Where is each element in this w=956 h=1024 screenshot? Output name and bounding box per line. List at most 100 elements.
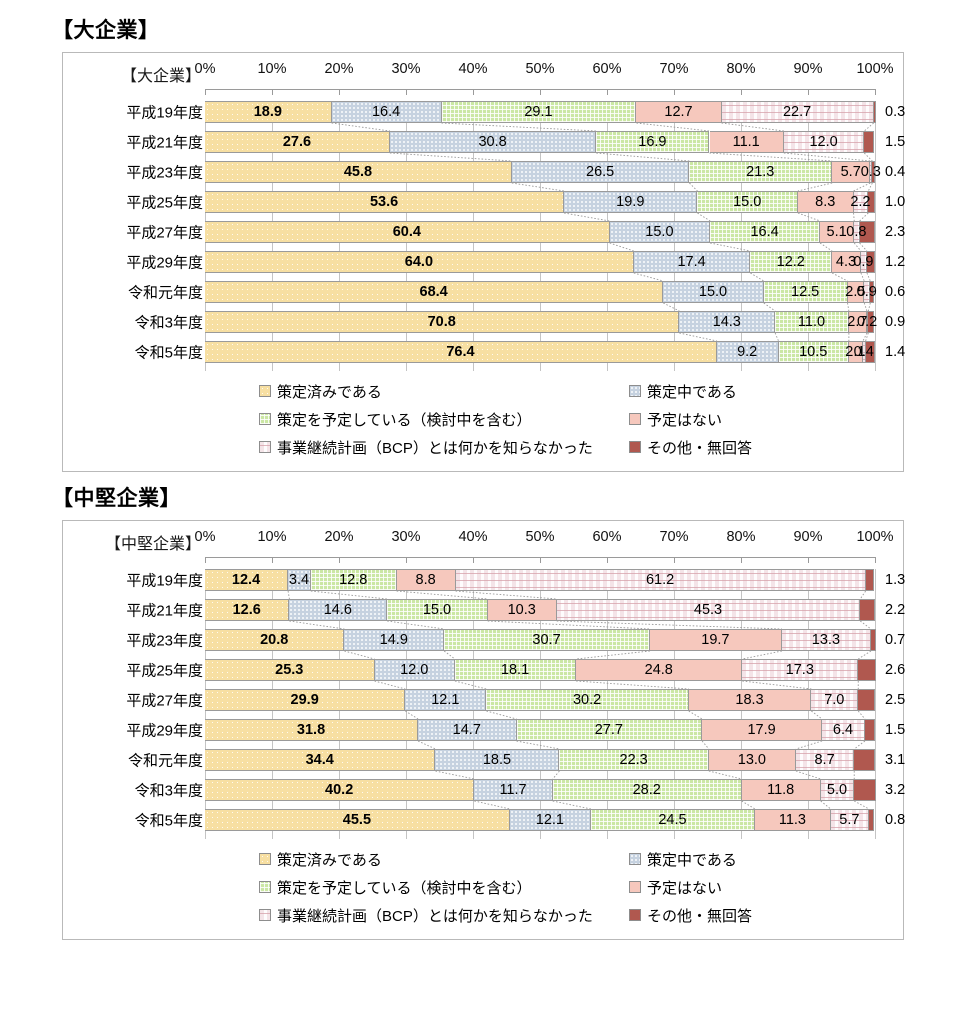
segment-value: 5.7 (840, 163, 861, 180)
legend-item[interactable]: 予定はない (629, 877, 722, 898)
segment-value: 12.1 (535, 811, 564, 828)
segment-value: 9.2 (737, 343, 758, 360)
legend-item[interactable]: 事業継続計画（BCP）とは何かを知らなかった (259, 437, 629, 458)
segment-value: 29.9 (290, 691, 319, 708)
x-tick-50pct: 50% (525, 61, 555, 77)
row-label: 平成19年度 (126, 572, 203, 590)
segment-value: 8.3 (815, 193, 836, 210)
segment-value: 11.0 (797, 313, 826, 330)
bar-segment: 16.4 (710, 221, 821, 243)
row-label: 令和3年度 (134, 314, 203, 332)
legend-item[interactable]: 策定を予定している（検討中を含む） (259, 409, 629, 430)
legend-item[interactable]: 策定中である (629, 381, 737, 402)
row-label: 令和5年度 (134, 344, 203, 362)
bar-segment (873, 101, 876, 123)
x-tick-10pct: 10% (257, 61, 287, 77)
x-tick-80pct: 80% (726, 61, 756, 77)
bar-segment: 2.2 (850, 191, 870, 213)
trailing-value: 1.3 (885, 572, 906, 588)
bar-segment: 18.1 (454, 659, 577, 681)
segment-value: 13.0 (737, 751, 766, 768)
trailing-value: 0.8 (885, 812, 906, 828)
legend-item[interactable]: 策定を予定している（検討中を含む） (259, 877, 629, 898)
legend-item[interactable]: その他・無回答 (629, 905, 752, 926)
bar-row: 平成29年度 31.8 14.7 27.7 17.9 6.4 1.5 (63, 719, 905, 741)
bar-segment: 0.9 (853, 251, 874, 273)
x-tick-30pct: 30% (391, 529, 421, 545)
bar-segment: 76.4 (205, 341, 717, 363)
bar-segment: 5.0 (820, 779, 855, 801)
bar-segment: 0.9 (857, 281, 877, 303)
section-title-large: 【大企業】 (52, 19, 160, 42)
bar-segment: 11.8 (741, 779, 821, 801)
segment-value: 60.4 (392, 223, 421, 240)
legend-swatch-icon (259, 413, 271, 425)
axis-header-large: 【大企業】 0% 10% 20% 30% 40% 50% 60% 70% 80% 90% 100% (63, 53, 903, 87)
segment-value: 28.2 (632, 781, 661, 798)
bar-segment: 0.8 (846, 221, 866, 243)
segment-value: 0.8 (846, 223, 867, 240)
segment-value: 53.6 (369, 193, 399, 210)
segment-value: 45.3 (693, 601, 723, 618)
segment-value: 24.5 (658, 811, 687, 828)
bar-segment: 18.3 (688, 689, 812, 711)
segment-value: 68.4 (419, 283, 448, 300)
bar-segment: 10.5 (778, 341, 849, 363)
bar-segment: 0.3 (861, 161, 881, 183)
segment-value: 29.1 (524, 103, 553, 120)
chart-panel-large: 【大企業】 0% 10% 20% 30% 40% 50% 60% 70% 80% 90% 100% … (62, 52, 906, 472)
bar-segment: 8.3 (797, 191, 854, 213)
segment-value: 24.8 (644, 661, 673, 678)
bar-segment: 11.0 (775, 311, 849, 333)
bar-segment (858, 689, 875, 711)
segment-value: 2.5 (845, 283, 866, 300)
legend-item[interactable]: 策定済みである (259, 381, 629, 402)
x-axis-tick-labels-midsize: 0% 10% 20% 30% 40% 50% 60% 70% 80% 90% 100% (63, 529, 903, 549)
segment-value: 2.1 (845, 343, 866, 360)
trailing-value: 1.2 (885, 254, 906, 270)
bar-row: 平成29年度 64.0 17.4 12.2 4.3 0.9 1.2 (63, 251, 906, 273)
segment-value: 12.6 (232, 601, 261, 618)
legend-item[interactable]: その他・無回答 (629, 437, 752, 458)
bar-segment: 10.3 (487, 599, 557, 621)
legend-swatch-icon (629, 881, 641, 893)
legend-item[interactable]: 策定中である (629, 849, 737, 870)
segment-value: 15.0 (645, 223, 674, 240)
row-label: 令和元年度 (127, 284, 203, 302)
segment-value: 11.1 (732, 133, 760, 150)
legend-item[interactable]: 予定はない (629, 409, 722, 430)
legend-item[interactable]: 事業継続計画（BCP）とは何かを知らなかった (259, 905, 629, 926)
bar-row: 平成21年度 27.6 30.8 16.9 11.1 12.0 1.5 (63, 131, 905, 153)
segment-value: 14.6 (323, 601, 352, 618)
bar-row: 平成19年度 12.4 3.4 12.8 8.8 61.2 1.3 (63, 569, 906, 591)
segment-value: 12.5 (791, 283, 820, 300)
bar-segment: 34.4 (205, 749, 436, 771)
segment-value: 5.7 (839, 811, 860, 828)
bar-segment: 24.8 (576, 659, 743, 681)
trailing-value: 2.2 (885, 602, 906, 618)
bar-segment: 29.1 (441, 101, 637, 123)
bar-segment: 14.6 (289, 599, 388, 621)
x-tick-80pct: 80% (726, 529, 756, 545)
legend-item[interactable]: 策定済みである (259, 849, 629, 870)
legend-swatch-icon (259, 881, 271, 893)
segment-value: 22.7 (782, 103, 812, 120)
bar-segment: 14.7 (418, 719, 517, 741)
bar-segment (854, 749, 875, 771)
legend-label: 予定はない (647, 411, 723, 429)
segment-value: 30.2 (572, 691, 602, 708)
bar-segment: 53.6 (205, 191, 565, 213)
segment-value: 14.7 (452, 721, 481, 738)
bar-segment: 2.1 (845, 341, 865, 363)
bar-segment: 21.3 (689, 161, 833, 183)
bar-rows-large: 平成19年度 18.9 16.4 29.1 12.7 22.7 0.3 平成21年度 27.6 3… (63, 89, 906, 373)
segment-value: 12.4 (231, 571, 261, 588)
bar-segment: 12.5 (763, 281, 848, 303)
bar-segment: 30.8 (389, 131, 597, 153)
legend-large: 策定済みである 策定中である 策定を予定している（検討中を含む） 予定はない 事業継続計… (63, 377, 903, 461)
bar-segment: 4.3 (832, 251, 861, 273)
segment-value: 34.4 (305, 751, 334, 768)
row-label: 平成25年度 (126, 662, 203, 680)
segment-value: 13.3 (811, 631, 841, 648)
